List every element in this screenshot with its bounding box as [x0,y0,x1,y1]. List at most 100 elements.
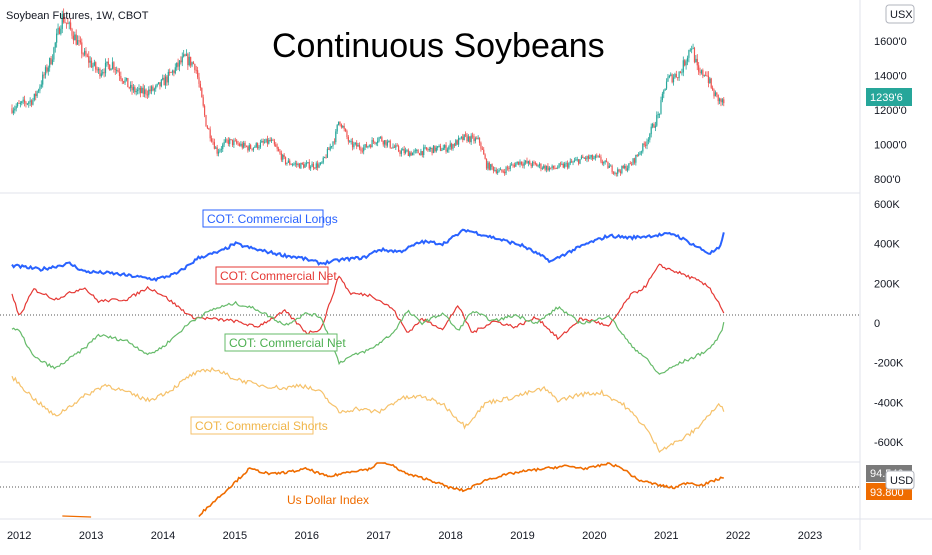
candle-body [205,115,207,127]
candle-body [417,150,419,154]
candle-body [378,137,380,141]
candle-body [166,76,168,83]
candle-body [53,47,55,60]
candle-body [58,27,61,35]
candle-body [231,139,234,146]
usx-label-box[interactable] [885,4,915,24]
candle-body [459,137,461,139]
candle-body [74,34,76,41]
candle-body [71,29,73,36]
candle-body [283,154,285,158]
candle-body [505,167,507,174]
candle-body [430,147,432,149]
candle-body [123,81,125,83]
candle-body [624,165,626,169]
dxy-line [198,462,724,518]
candle-body [695,58,697,63]
net-green-label: COT: Commercial Net [229,336,346,350]
candle-body [421,151,423,156]
x-tick: 2023 [798,530,822,542]
usx-label[interactable]: USX [890,9,913,21]
candle-body [21,101,23,104]
candle-body [407,150,409,157]
candle-body [317,163,319,168]
candle-body [474,138,476,142]
candle-body [331,146,333,147]
candle-body [483,149,485,155]
candle-body [75,34,77,45]
candle-body [541,168,543,169]
candle-body [700,70,703,74]
candle-body [216,147,218,154]
candle-body [572,161,574,163]
candle-body [32,99,34,105]
candle-body [332,141,334,147]
candle-body [337,121,340,126]
usd-label[interactable]: USD [890,475,913,487]
candle-body [37,90,40,92]
candle-body [23,99,26,103]
candle-body [561,163,563,165]
candle-body [171,70,174,73]
candle-body [569,161,571,164]
candle-body [298,163,301,169]
candle-body [374,141,376,144]
candle-body [311,163,313,167]
candle-body [146,94,148,96]
candle-body [679,71,682,73]
candle-body [428,148,430,151]
candle-body [61,13,63,29]
candle-body [536,163,538,167]
candle-body [349,141,351,143]
dxy-line-early [62,515,92,518]
longs-label-box [202,209,324,228]
usd-label-box[interactable] [885,470,915,490]
candle-body [388,140,390,142]
candle-body [587,156,589,159]
candle-body [578,159,580,164]
candle-body [139,88,141,93]
candle-body [217,151,220,154]
candle-body [386,141,389,146]
candle-body [571,161,573,163]
candle-body [177,62,179,67]
candle-body [156,84,158,86]
candle-body [125,77,128,80]
candle-body [208,128,210,130]
price-y-tick: 1000'0 [874,140,907,152]
candle-body [276,146,278,149]
candle-body [420,151,422,156]
price-y-tick: 1600'0 [874,36,907,48]
candle-body [471,135,474,137]
candle-body [180,60,182,63]
candle-body [612,172,615,174]
x-tick: 2022 [726,530,750,542]
candle-body [275,144,277,147]
candle-body [176,62,178,68]
candle-body [527,161,529,164]
candle-body [633,158,636,163]
cot-y-tick: 400K [874,239,900,251]
candle-body [92,65,94,68]
candle-body [660,100,662,114]
candle-body [86,55,88,57]
candle-body [441,150,443,151]
candle-body [277,148,280,151]
longs-label: COT: Commercial Longs [207,212,338,226]
candle-body [293,163,295,165]
candle-body [82,53,84,55]
candle-body [653,124,655,128]
candle-body [681,72,683,74]
candle-body [643,143,645,145]
candle-body [54,42,56,48]
candle-body [201,88,203,98]
candle-body [307,162,309,164]
price-y-tick: 1400'0 [874,70,907,82]
candle-body [137,89,139,92]
candle-body [576,159,578,161]
candle-body [590,155,592,158]
candle-body [361,150,363,152]
candle-body [259,142,262,148]
candle-body [558,163,560,168]
candle-body [132,87,135,91]
